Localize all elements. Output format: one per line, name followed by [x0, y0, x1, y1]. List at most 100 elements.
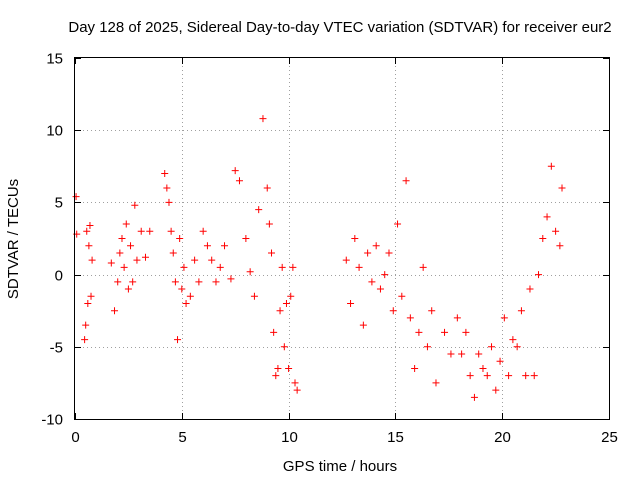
data-point — [347, 299, 355, 307]
data-point — [558, 184, 566, 192]
data-point — [479, 364, 487, 372]
y-tick-label: 15 — [46, 51, 63, 68]
data-point — [423, 343, 431, 351]
data-point — [107, 259, 115, 267]
data-point — [530, 372, 538, 380]
data-point — [539, 235, 547, 242]
data-point — [163, 184, 171, 192]
data-point — [381, 271, 389, 279]
data-points — [72, 115, 566, 401]
axis-ticks — [75, 58, 610, 420]
data-point — [137, 227, 145, 235]
data-point — [141, 253, 149, 261]
data-point — [406, 314, 414, 322]
data-point — [221, 242, 229, 250]
y-tick-label: 0 — [55, 268, 63, 285]
data-point — [419, 263, 427, 271]
data-point — [216, 263, 224, 271]
data-point — [351, 235, 359, 242]
data-point — [124, 285, 132, 293]
data-point — [394, 220, 402, 228]
data-point — [441, 328, 449, 336]
data-point — [364, 249, 372, 257]
data-point — [161, 170, 169, 178]
data-point — [276, 307, 284, 315]
data-point — [402, 177, 410, 185]
data-point — [355, 263, 363, 271]
y-tick-label: 5 — [55, 195, 63, 212]
data-point — [118, 235, 126, 242]
x-tick-label: 25 — [601, 429, 618, 446]
data-point — [195, 278, 203, 286]
data-point — [265, 220, 273, 228]
data-point — [428, 307, 436, 315]
y-tick-label: -5 — [50, 340, 63, 357]
data-point — [83, 227, 91, 235]
data-point — [231, 167, 239, 175]
data-point — [191, 256, 199, 264]
data-point — [415, 328, 423, 336]
x-tick-label: 15 — [387, 429, 404, 446]
x-tick-label: 10 — [281, 429, 298, 446]
data-point — [505, 372, 513, 380]
data-point — [169, 249, 177, 257]
data-point — [285, 364, 293, 372]
data-point — [146, 227, 154, 235]
x-axis-label: GPS time / hours — [283, 458, 397, 475]
data-point — [127, 242, 135, 250]
data-point — [376, 285, 384, 293]
data-point — [242, 235, 250, 242]
data-point — [82, 321, 90, 329]
data-point — [88, 256, 96, 264]
data-point — [466, 372, 474, 380]
data-point — [255, 206, 263, 214]
data-point — [522, 372, 530, 380]
data-point — [496, 357, 504, 365]
data-point — [122, 220, 130, 228]
data-point — [182, 299, 190, 307]
data-point — [250, 292, 258, 300]
data-point — [174, 336, 182, 344]
data-point — [72, 193, 80, 201]
data-point — [186, 292, 194, 300]
data-point — [180, 263, 188, 271]
plot-frame — [74, 57, 610, 420]
data-point — [513, 343, 521, 351]
data-point — [287, 292, 295, 300]
x-tick-label: 0 — [71, 429, 79, 446]
data-point — [114, 278, 122, 286]
data-point — [293, 386, 301, 394]
data-point — [111, 307, 119, 315]
data-point — [453, 314, 461, 322]
data-point — [483, 372, 491, 380]
data-point — [167, 227, 175, 235]
x-tick-label: 20 — [494, 429, 511, 446]
data-point — [535, 271, 543, 279]
data-point — [398, 292, 406, 300]
data-point — [470, 393, 478, 401]
data-point — [500, 314, 508, 322]
data-point — [509, 336, 517, 344]
data-point — [85, 242, 93, 250]
data-point — [475, 350, 483, 358]
data-point — [280, 343, 288, 351]
y-axis-label: SDTVAR / TECUs — [5, 179, 22, 299]
data-point — [526, 285, 534, 293]
y-tick-label: 10 — [46, 123, 63, 140]
x-tick-labels: 0 5 10 15 20 25 — [71, 429, 618, 446]
data-point — [129, 278, 137, 286]
x-tick-label: 5 — [178, 429, 186, 446]
data-point — [556, 242, 564, 250]
data-point — [547, 162, 555, 170]
data-point — [131, 201, 139, 209]
data-point — [176, 235, 184, 242]
data-point — [208, 256, 216, 264]
data-point — [171, 278, 179, 286]
data-point — [203, 242, 211, 250]
data-point — [268, 249, 276, 257]
data-point — [178, 285, 186, 293]
data-point — [272, 372, 280, 380]
data-point — [86, 222, 94, 230]
data-point — [246, 268, 254, 276]
data-point — [462, 328, 470, 336]
